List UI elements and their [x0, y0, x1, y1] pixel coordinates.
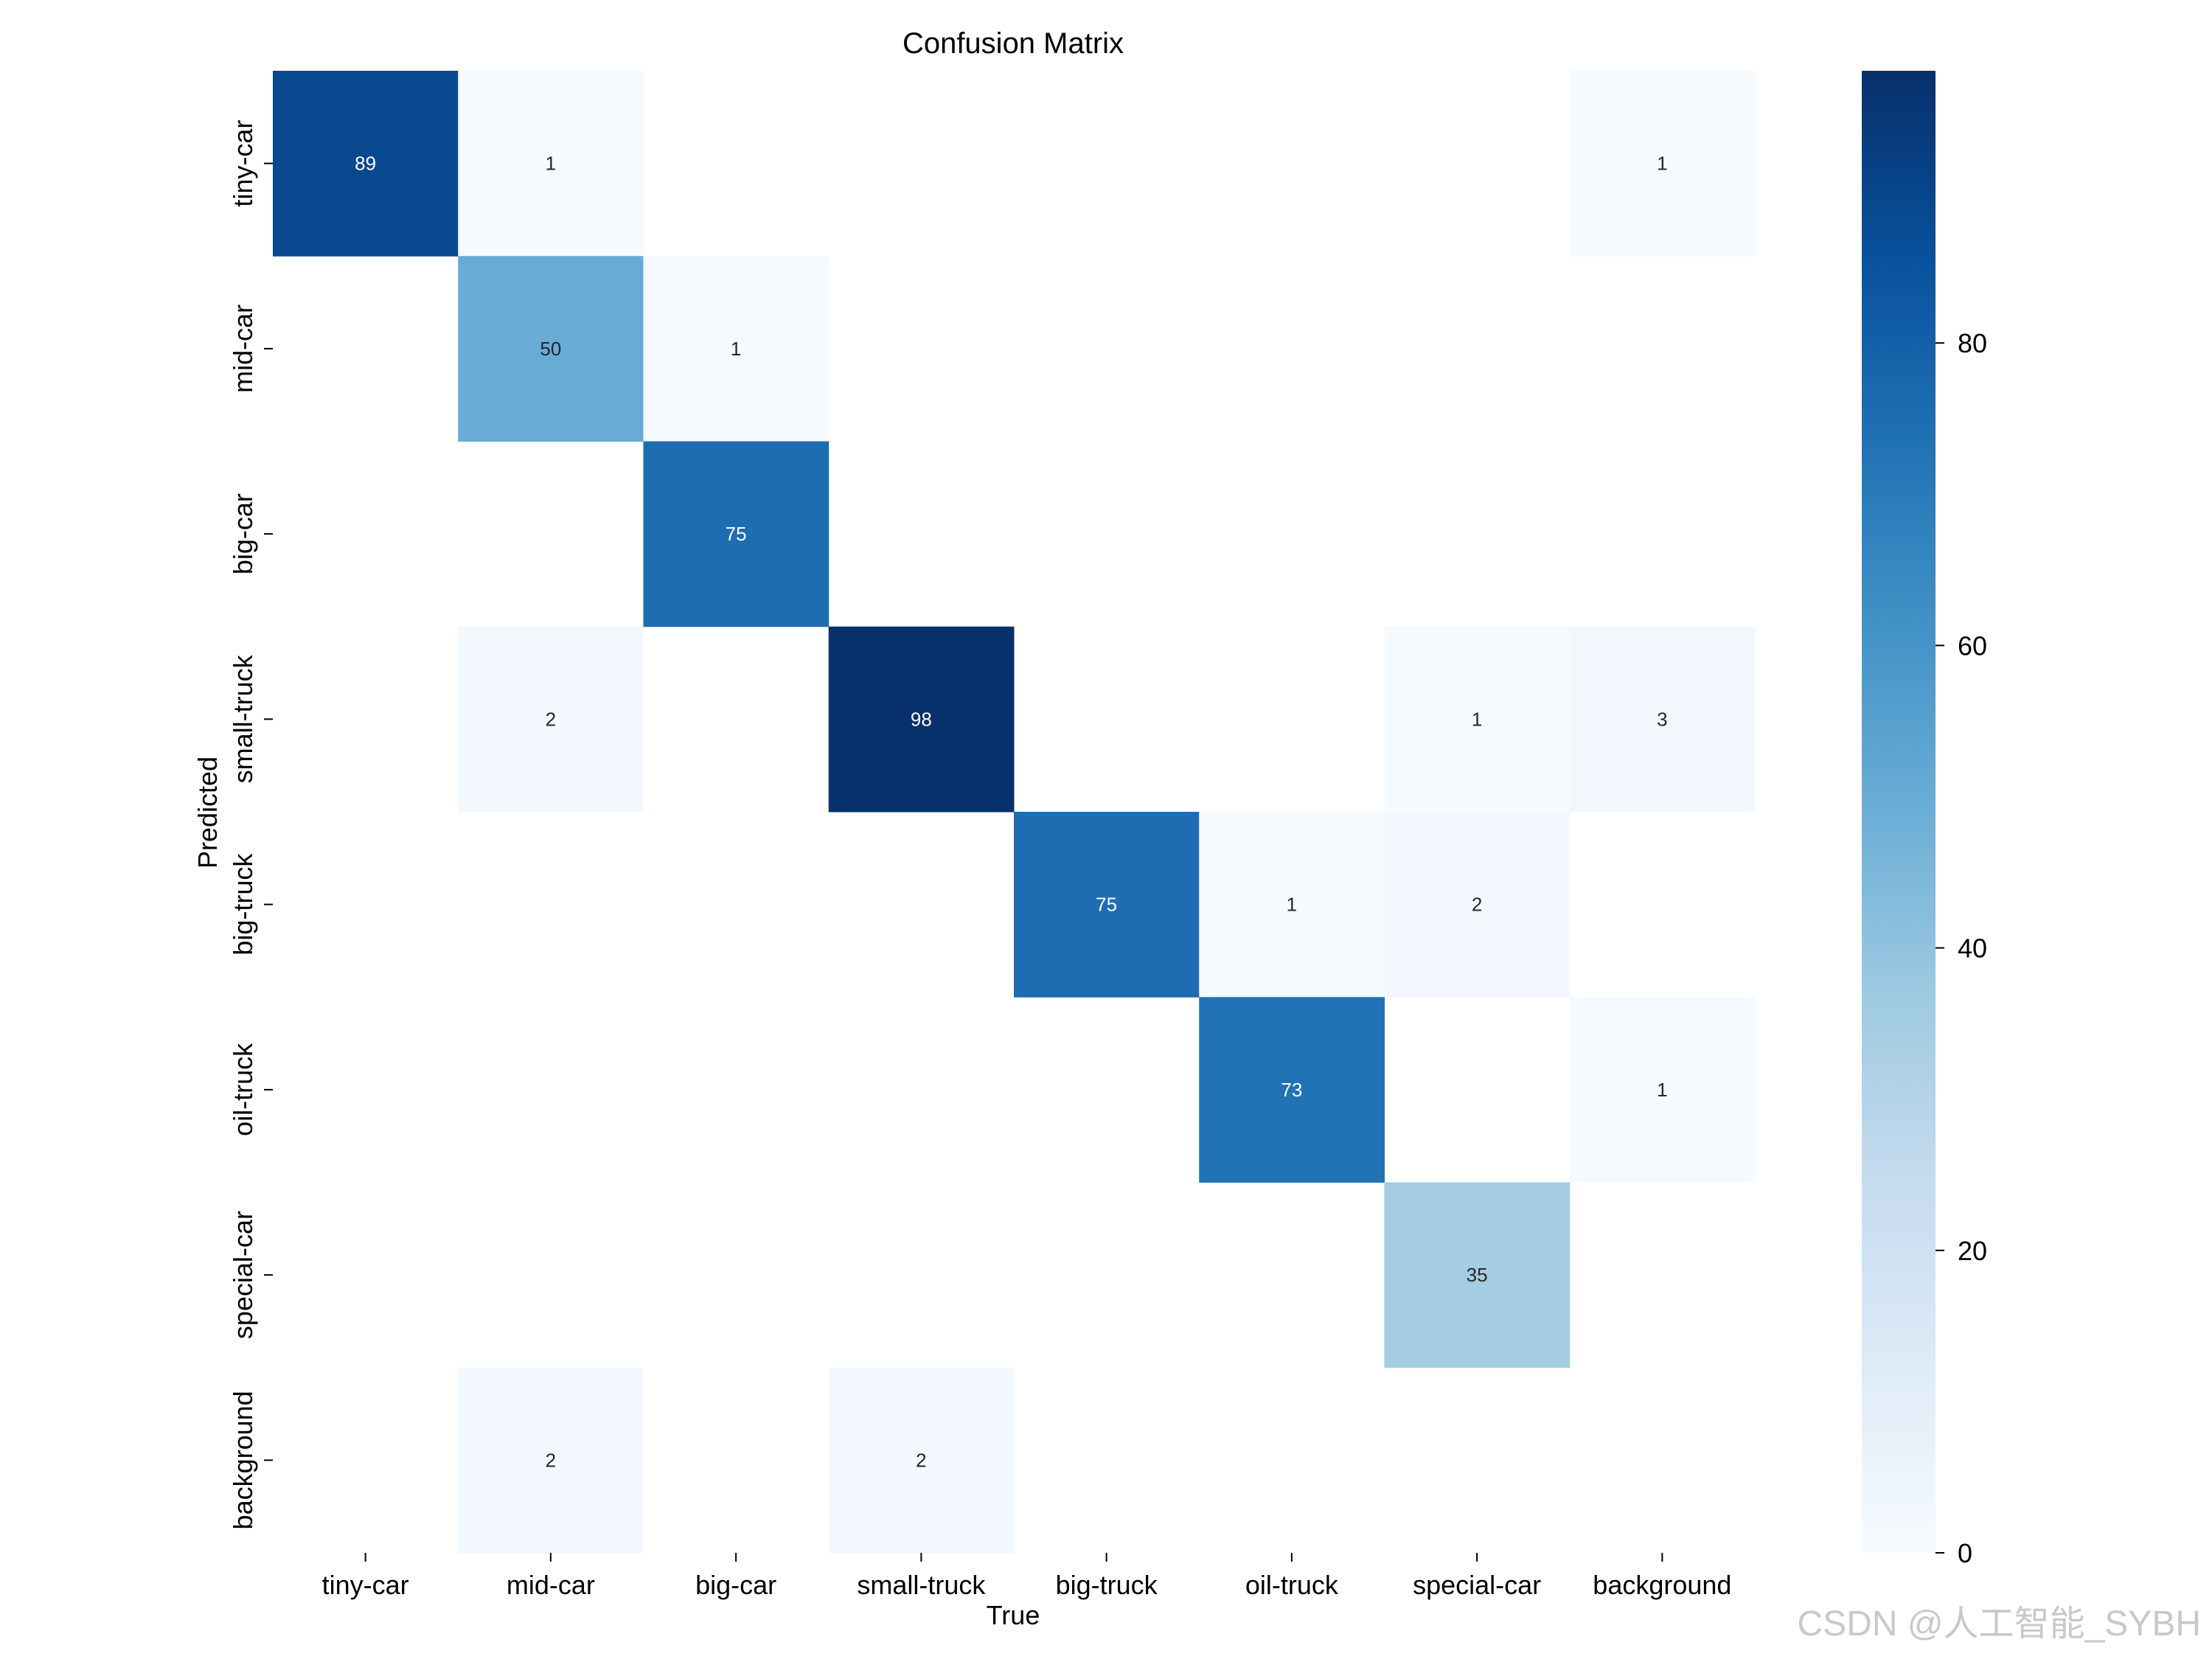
cell-value-label: 75 — [726, 523, 747, 545]
heatmap-cell — [1569, 71, 1756, 257]
colorbar-tick-label: 80 — [1958, 328, 1987, 358]
cell-value-label: 1 — [546, 153, 556, 175]
cell-value-label: 89 — [355, 153, 376, 175]
x-tick-label: mid-car — [507, 1570, 595, 1600]
cell-value-label: 1 — [1287, 894, 1297, 916]
heatmap-cell — [1384, 1182, 1571, 1368]
heatmap-cell — [643, 441, 830, 627]
heatmap-cell — [643, 256, 830, 442]
cell-value-label: 73 — [1281, 1079, 1302, 1101]
y-axis-label: Predicted — [192, 757, 223, 869]
colorbar-tick-label: 20 — [1958, 1236, 1987, 1266]
cell-value-label: 2 — [1472, 894, 1482, 916]
y-tick-label: big-car — [228, 493, 258, 574]
heatmap-cell — [1014, 812, 1200, 998]
heatmap-cells: 89 1 1 50 1 75 2 98 1 3 75 1 2 73 1 35 2 2 — [273, 71, 1756, 1554]
chart-title: Confusion Matrix — [902, 27, 1124, 60]
cell-value-label: 2 — [546, 708, 556, 730]
cell-value-label: 75 — [1096, 894, 1117, 916]
colorbar — [1862, 71, 1935, 1553]
y-tick-label: big-truck — [228, 853, 258, 956]
heatmap-cell — [1384, 626, 1571, 813]
cell-value-label: 1 — [1657, 1079, 1667, 1101]
cell-value-label: 1 — [731, 338, 741, 360]
heatmap-cell — [458, 1367, 644, 1554]
heatmap-cell — [828, 626, 1015, 813]
heatmap-cell — [1384, 812, 1571, 998]
x-axis-label: True — [987, 1600, 1040, 1630]
heatmap-cell — [458, 626, 644, 813]
cell-value-label: 2 — [546, 1449, 556, 1471]
heatmap-cell — [458, 256, 644, 442]
heatmap-cell — [458, 71, 644, 257]
x-tick-label: big-truck — [1056, 1570, 1158, 1600]
x-axis: tiny-car mid-car big-car small-truck big-tru… — [322, 1553, 1731, 1600]
watermark: CSDN @人工智能_SYBH — [1798, 1604, 2201, 1644]
heatmap-cell — [828, 1367, 1015, 1554]
heatmap-cell — [1569, 997, 1756, 1183]
x-tick-label: small-truck — [857, 1570, 986, 1600]
cell-value-label: 1 — [1657, 153, 1667, 175]
colorbar-tick-label: 40 — [1958, 933, 1987, 964]
y-tick-label: tiny-car — [228, 120, 258, 207]
colorbar-tick-label: 60 — [1958, 630, 1987, 661]
x-tick-label: big-car — [695, 1570, 776, 1600]
colorbar-ticks: 0 20 40 60 80 — [1935, 328, 1987, 1568]
y-tick-label: special-car — [228, 1211, 258, 1339]
cell-value-label: 2 — [916, 1449, 926, 1471]
y-tick-label: oil-truck — [228, 1043, 258, 1136]
cell-value-label: 98 — [911, 708, 932, 730]
heatmap-cell — [1199, 812, 1385, 998]
x-tick-label: oil-truck — [1245, 1570, 1339, 1600]
x-tick-label: special-car — [1413, 1570, 1541, 1600]
heatmap-cell — [273, 71, 459, 257]
y-tick-label: small-truck — [228, 654, 258, 783]
x-tick-label: tiny-car — [322, 1570, 409, 1600]
cell-value-label: 50 — [540, 338, 561, 360]
cell-value-label: 35 — [1467, 1264, 1488, 1286]
x-tick-label: background — [1593, 1570, 1731, 1600]
cell-value-label: 3 — [1657, 708, 1667, 730]
heatmap-cell — [1199, 997, 1385, 1183]
cell-value-label: 1 — [1472, 708, 1482, 730]
heatmap-cell — [1569, 626, 1756, 813]
y-tick-label: background — [228, 1391, 258, 1529]
y-tick-label: mid-car — [228, 305, 258, 393]
y-axis: tiny-car mid-car big-car small-truck big-tru… — [228, 120, 273, 1529]
colorbar-tick-label: 0 — [1958, 1538, 1972, 1568]
